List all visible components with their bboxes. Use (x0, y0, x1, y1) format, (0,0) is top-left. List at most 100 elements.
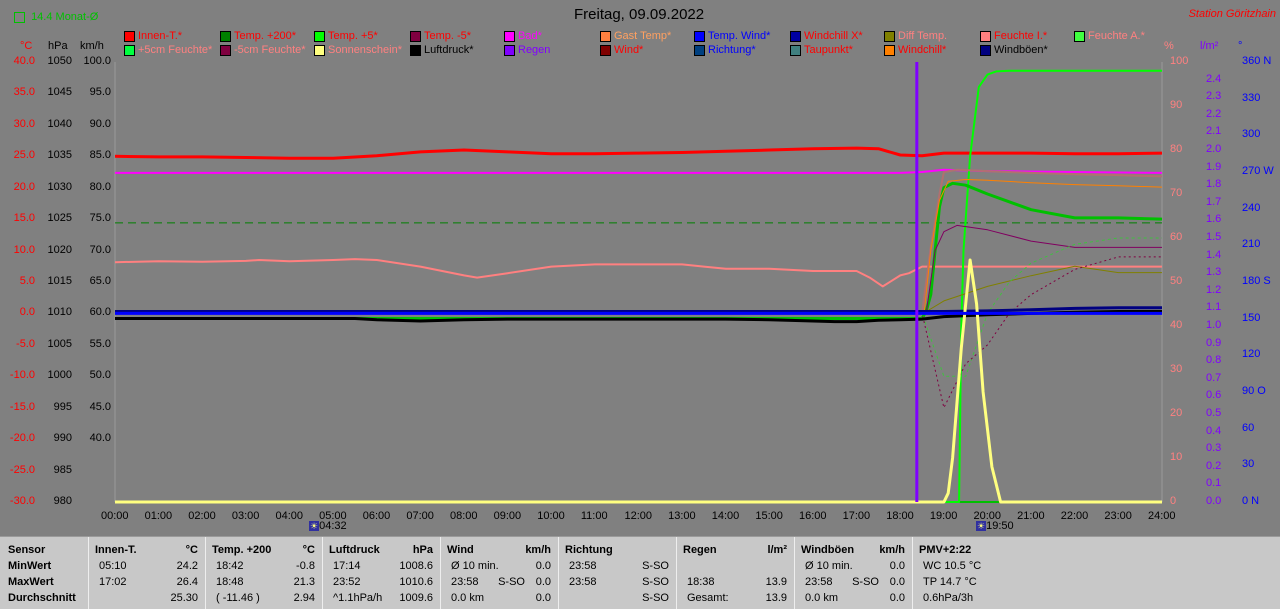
series-line-temp-5 (115, 69, 1162, 503)
legend-item: Windchill* (884, 44, 946, 56)
temp-tick: -25.0 (9, 463, 35, 476)
sunset-marker: ☀19:50 (976, 520, 1014, 532)
label-minwert: MinWert (8, 560, 52, 572)
legend-swatch (410, 30, 421, 42)
stat-cell-value: 0.0 (889, 576, 905, 588)
stat-block: Richtung 23:58 S-SO 23:58 S-SO S-SO (558, 537, 677, 609)
legend-item: Temp. Wind* (694, 30, 770, 42)
hpa-tick: 1030 (47, 180, 72, 193)
percent-tick: 80 (1170, 143, 1183, 155)
legend-label: Temp. Wind* (708, 30, 771, 42)
legend-label: Feuchte I.* (994, 30, 1048, 42)
time-tick: 07:00 (406, 510, 434, 522)
legend-item: Temp. +200* (220, 30, 296, 42)
stat-block-title: Windböen (801, 544, 855, 556)
stat-cell-value: 26.4 (176, 576, 198, 588)
legend-label: Feuchte A.* (1088, 30, 1145, 42)
stat-cell-time: 0.0 km (805, 592, 839, 604)
kmh-tick: 40.0 (89, 432, 111, 445)
unit-kmh: km/h (80, 40, 104, 52)
label-maxwert: MaxWert (8, 576, 54, 588)
legend-label: Regen (518, 44, 551, 56)
legend-swatch (220, 44, 231, 56)
legend-item: Feuchte I.* (980, 30, 1047, 42)
stat-cell-value: -0.8 (296, 560, 315, 572)
direction-tick: 360 N (1242, 55, 1272, 67)
stat-cell-value: 1008.6 (399, 560, 433, 572)
stat-block-unit: l/m² (767, 544, 787, 556)
rain-tick: 2.4 (1206, 72, 1222, 85)
legend-swatch (600, 30, 611, 42)
direction-tick: 300 (1242, 128, 1261, 141)
legend-label: Innen-T.* (138, 30, 183, 42)
rain-tick: 0.2 (1206, 459, 1222, 472)
stat-cell-value: 0.0 (889, 592, 905, 604)
legend-item: Temp. +5* (314, 30, 378, 42)
stat-cell-time: WC 10.5 °C (923, 560, 982, 572)
hpa-tick: 995 (53, 400, 72, 413)
stat-cell-time: 18:48 (216, 576, 244, 588)
kmh-tick: 75.0 (89, 212, 111, 225)
monat-average-indicator: 14.4 Monat-Ø (14, 11, 98, 23)
time-tick: 19:00 (929, 510, 958, 522)
monat-average-label: 14.4 Monat-Ø (31, 11, 99, 23)
legend-item: Windböen* (980, 44, 1048, 56)
temp-tick: -20.0 (9, 432, 35, 445)
stat-cell-direction: S-SO (852, 576, 879, 588)
time-tick: 21:00 (1017, 510, 1045, 522)
rain-tick: 1.8 (1206, 178, 1222, 191)
series-line-feuchte-i (114, 258, 1162, 288)
legend-label: +5cm Feuchte* (138, 44, 213, 56)
time-tick: 04:00 (275, 510, 304, 522)
stat-cell-value: 0.0 (535, 576, 551, 588)
percent-tick: 40 (1170, 319, 1183, 331)
kmh-tick: 45.0 (89, 400, 111, 413)
legend-swatch (980, 30, 991, 42)
legend-item: Richtung* (694, 44, 756, 56)
legend-label: Diff Temp. (898, 30, 948, 42)
temp-tick: -5.0 (16, 337, 35, 350)
stat-cell-time: TP 14.7 °C (923, 576, 977, 588)
stat-block: Innen-T. °C 05:10 24.2 17:02 26.4 25.30 (88, 537, 206, 609)
direction-tick: 330 (1242, 91, 1261, 104)
legend-swatch (790, 30, 801, 42)
rain-tick: 2.2 (1206, 107, 1222, 120)
temp-tick: 25.0 (13, 149, 35, 162)
direction-tick: 240 (1242, 201, 1261, 214)
percent-tick: 90 (1170, 99, 1183, 111)
stat-block-title: PMV+2:22 (919, 544, 972, 556)
rain-tick: 2.1 (1206, 125, 1222, 138)
stat-cell-value: 1009.6 (399, 592, 433, 604)
hpa-tick: 1045 (47, 86, 72, 99)
sunrise-marker: ☀04:32 (309, 520, 347, 532)
hpa-tick: 985 (53, 463, 72, 476)
time-tick: 11:00 (580, 510, 608, 522)
stat-cell-time: 18:42 (216, 560, 244, 572)
legend-label: Temp. +5* (328, 30, 378, 42)
hpa-tick: 1040 (47, 117, 72, 130)
hpa-tick: 980 (53, 495, 72, 507)
series-line-windchill (115, 179, 1163, 313)
rain-tick: 0.9 (1206, 336, 1222, 349)
time-tick: 24:00 (1148, 510, 1176, 522)
unit-hpa: hPa (48, 40, 68, 52)
legend-item: Innen-T.* (124, 30, 182, 42)
time-tick: 18:00 (886, 510, 914, 522)
stat-cell-time: Ø 10 min. (805, 560, 853, 572)
time-tick: 22:00 (1060, 510, 1089, 522)
legend-label: Wind* (614, 44, 644, 56)
time-tick: 00:00 (101, 510, 129, 522)
monat-legend-box (14, 11, 25, 23)
stat-cell-time: Gesamt: (687, 592, 729, 604)
stat-block-unit: km/h (525, 544, 551, 556)
time-tick: 14:00 (711, 510, 740, 522)
stat-cell-time: 0.6hPa/3h (923, 592, 974, 604)
temp-tick: 40.0 (13, 55, 35, 67)
legend-swatch (694, 30, 705, 42)
temp-tick: -10.0 (9, 369, 35, 382)
rain-tick: 1.1 (1206, 301, 1222, 314)
legend-item: Wind* (600, 44, 643, 56)
sunrise-icon: ☀ (309, 521, 320, 531)
legend-item: -5cm Feuchte* (220, 44, 306, 56)
kmh-tick: 65.0 (89, 275, 111, 287)
